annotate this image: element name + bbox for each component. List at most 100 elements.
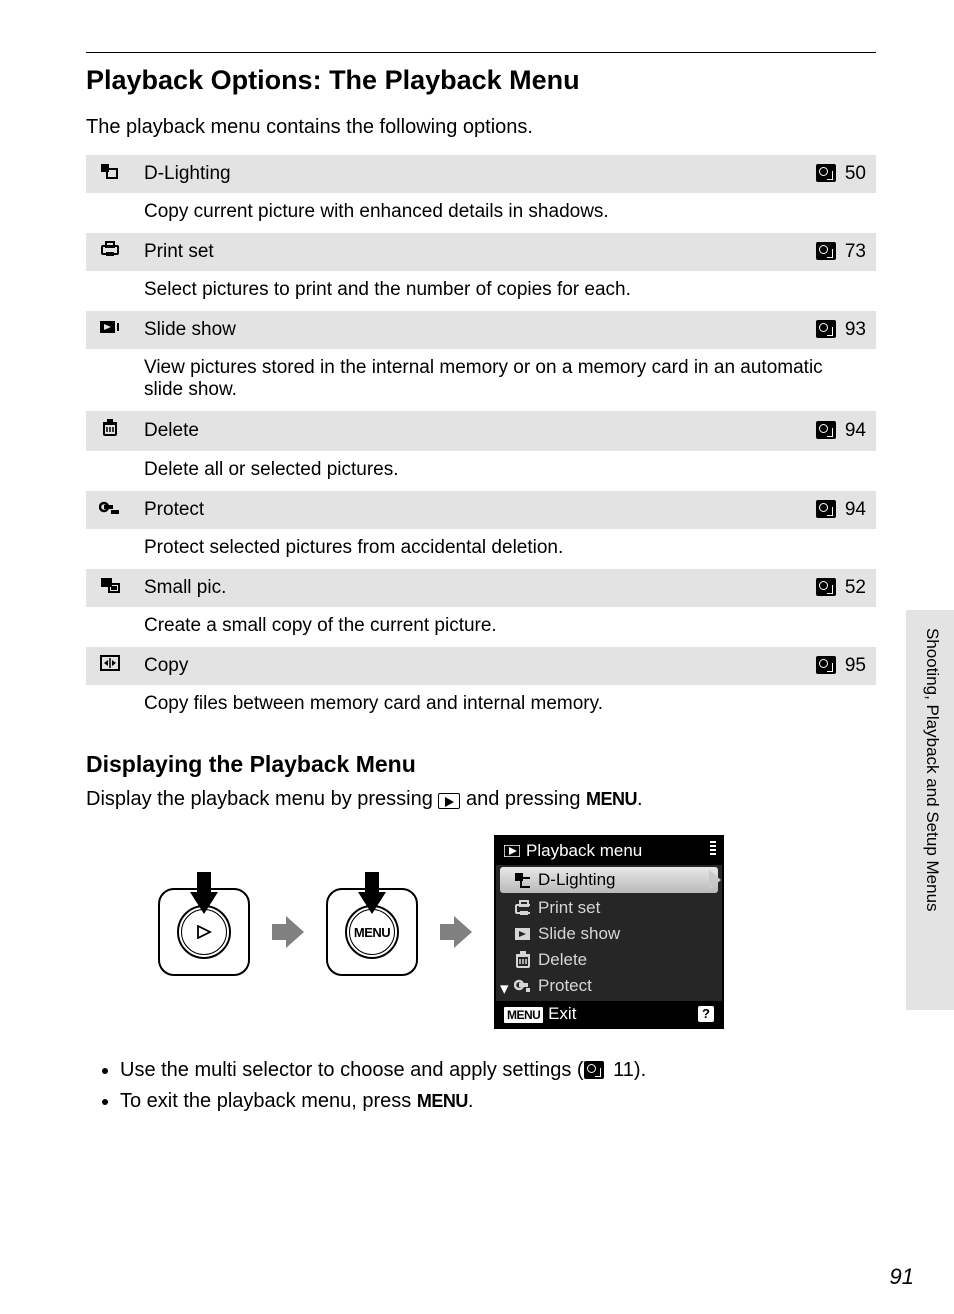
delete-icon xyxy=(514,951,530,969)
page-ref-icon xyxy=(816,164,836,182)
lcd-screen: Playback menu D-Lighting Print set Slide s… xyxy=(494,835,724,1029)
option-label: Delete xyxy=(134,411,796,451)
playback-icon xyxy=(504,845,520,857)
option-row: Protect 94 xyxy=(86,491,876,529)
lcd-menu-item: D-Lighting xyxy=(500,867,718,893)
text: ). xyxy=(634,1059,646,1081)
delete-icon xyxy=(99,419,121,437)
option-desc-row: Protect selected pictures from accidenta… xyxy=(86,529,876,569)
camera-play-button xyxy=(158,888,250,976)
option-desc: Select pictures to print and the number … xyxy=(134,271,876,311)
page-ref: 52 xyxy=(796,569,876,607)
option-desc: Delete all or selected pictures. xyxy=(134,451,876,491)
note-item: Use the multi selector to choose and app… xyxy=(120,1059,876,1082)
arrow-right-icon xyxy=(268,912,308,952)
protect-icon xyxy=(99,499,121,517)
option-desc: Copy files between memory card and inter… xyxy=(134,685,876,725)
page-ref: 94 xyxy=(796,491,876,529)
lcd-header: Playback menu xyxy=(496,837,722,865)
page-title: Playback Options: The Playback Menu xyxy=(86,52,876,96)
exit-label: Exit xyxy=(548,1004,576,1023)
page-ref: 73 xyxy=(796,233,876,271)
option-desc-row: Copy current picture with enhanced detai… xyxy=(86,193,876,233)
page-ref-icon xyxy=(816,320,836,338)
page-number: 91 xyxy=(890,1264,914,1290)
page-ref-icon xyxy=(816,578,836,596)
option-row: Delete 94 xyxy=(86,411,876,451)
intro-text: The playback menu contains the following… xyxy=(86,116,876,139)
lcd-menu-item: Print set xyxy=(496,895,722,921)
menu-label: MENU xyxy=(586,789,637,809)
lcd-item-label: Slide show xyxy=(538,924,620,944)
option-label: D-Lighting xyxy=(134,155,796,193)
text: Use the multi selector to choose and app… xyxy=(120,1059,584,1081)
page-ref-icon xyxy=(816,500,836,518)
side-label: Shooting, Playback and Setup Menus xyxy=(922,628,942,912)
copy-icon xyxy=(99,655,121,673)
option-desc: View pictures stored in the internal mem… xyxy=(134,349,876,411)
protect-icon xyxy=(514,979,530,993)
lcd-menu-item: Delete xyxy=(496,947,722,973)
page-ref: 93 xyxy=(796,311,876,349)
playback-options-table: D-Lighting 50Copy current picture with e… xyxy=(86,155,876,725)
text: Display the playback menu by pressing xyxy=(86,788,438,810)
lcd-item-label: D-Lighting xyxy=(538,870,616,890)
instruction-diagram: MENU Playback menu D-Lighting Print set Sl… xyxy=(86,835,876,1029)
scroll-indicator-icon xyxy=(710,841,716,855)
menu-label: MENU xyxy=(354,925,390,940)
option-desc: Protect selected pictures from accidenta… xyxy=(134,529,876,569)
arrow-right-icon xyxy=(436,912,476,952)
page-ref: 94 xyxy=(796,411,876,451)
option-desc-row: Delete all or selected pictures. xyxy=(86,451,876,491)
d-lighting-icon xyxy=(514,872,530,888)
page-ref: 50 xyxy=(796,155,876,193)
page-ref-icon xyxy=(816,242,836,260)
text: . xyxy=(468,1090,474,1112)
d-lighting-icon xyxy=(99,163,121,181)
lcd-menu-item: Slide show xyxy=(496,921,722,947)
menu-box-icon: MENU xyxy=(504,1007,543,1023)
scroll-down-icon: ▾ xyxy=(500,979,509,999)
option-label: Slide show xyxy=(134,311,796,349)
slide-show-icon xyxy=(514,926,530,942)
page-ref-icon xyxy=(816,656,836,674)
camera-menu-button: MENU xyxy=(326,888,418,976)
option-row: D-Lighting 50 xyxy=(86,155,876,193)
slide-show-icon xyxy=(99,319,121,337)
lcd-item-label: Print set xyxy=(538,898,600,918)
small-pic-icon xyxy=(99,577,121,595)
text: . xyxy=(637,788,643,810)
lcd-footer: MENU Exit ? xyxy=(496,1001,722,1027)
option-label: Print set xyxy=(134,233,796,271)
page-ref-icon xyxy=(816,421,836,439)
text: To exit the playback menu, press xyxy=(120,1090,417,1112)
lcd-menu-item: Protect xyxy=(496,973,722,999)
option-label: Copy xyxy=(134,647,796,685)
option-row: Small pic. 52 xyxy=(86,569,876,607)
lcd-title: Playback menu xyxy=(526,841,642,861)
option-row: Copy 95 xyxy=(86,647,876,685)
note-item: To exit the playback menu, press MENU. xyxy=(120,1090,876,1113)
option-desc-row: View pictures stored in the internal mem… xyxy=(86,349,876,411)
option-label: Small pic. xyxy=(134,569,796,607)
page-ref-icon xyxy=(584,1061,604,1079)
option-row: Print set 73 xyxy=(86,233,876,271)
option-label: Protect xyxy=(134,491,796,529)
playback-button-icon xyxy=(438,793,460,809)
lcd-item-label: Delete xyxy=(538,950,587,970)
section-heading: Displaying the Playback Menu xyxy=(86,751,876,778)
notes-list: Use the multi selector to choose and app… xyxy=(86,1059,876,1113)
help-icon: ? xyxy=(698,1006,714,1022)
option-desc: Create a small copy of the current pictu… xyxy=(134,607,876,647)
option-desc-row: Create a small copy of the current pictu… xyxy=(86,607,876,647)
print-set-icon xyxy=(99,241,121,259)
print-set-icon xyxy=(514,900,530,916)
text: and pressing xyxy=(460,788,586,810)
lcd-item-label: Protect xyxy=(538,976,592,996)
page-ref: 95 xyxy=(796,647,876,685)
section-text: Display the playback menu by pressing an… xyxy=(86,788,876,811)
menu-label: MENU xyxy=(417,1091,468,1111)
page-ref: 11 xyxy=(608,1059,634,1081)
option-row: Slide show 93 xyxy=(86,311,876,349)
option-desc-row: Copy files between memory card and inter… xyxy=(86,685,876,725)
